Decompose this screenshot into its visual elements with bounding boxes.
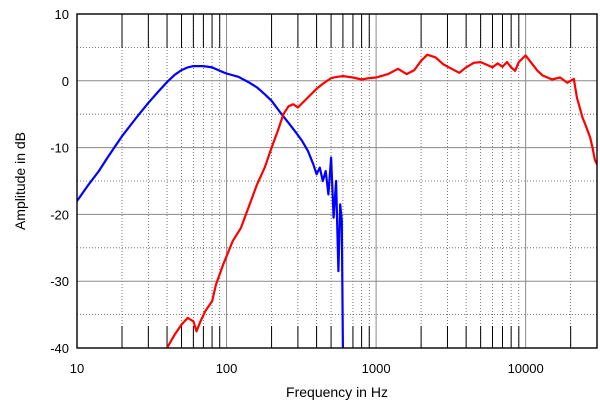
y-axis-label: Amplitude in dB bbox=[12, 132, 28, 230]
y-tick-label: -20 bbox=[50, 207, 69, 222]
y-tick-label: -10 bbox=[50, 141, 69, 156]
series-line-2 bbox=[165, 53, 597, 348]
y-tick-label: 10 bbox=[55, 7, 69, 22]
plot-frame bbox=[76, 13, 598, 349]
x-tick-label: 10 bbox=[70, 361, 84, 376]
y-tick-label: 0 bbox=[62, 74, 69, 89]
series-layer bbox=[77, 53, 597, 348]
y-tick-label: -30 bbox=[50, 274, 69, 289]
y-tick-label: -40 bbox=[50, 341, 69, 356]
x-tick-label: 100 bbox=[216, 361, 238, 376]
y-tick-labels: 10 0 -10 -20 -30 -40 bbox=[50, 7, 69, 356]
series-line-1 bbox=[77, 65, 344, 348]
x-tick-label: 1000 bbox=[362, 361, 391, 376]
x-axis-label: Frequency in Hz bbox=[286, 384, 388, 400]
x-tick-labels: 10 100 1000 10000 bbox=[70, 361, 544, 376]
x-tick-label: 10000 bbox=[508, 361, 544, 376]
